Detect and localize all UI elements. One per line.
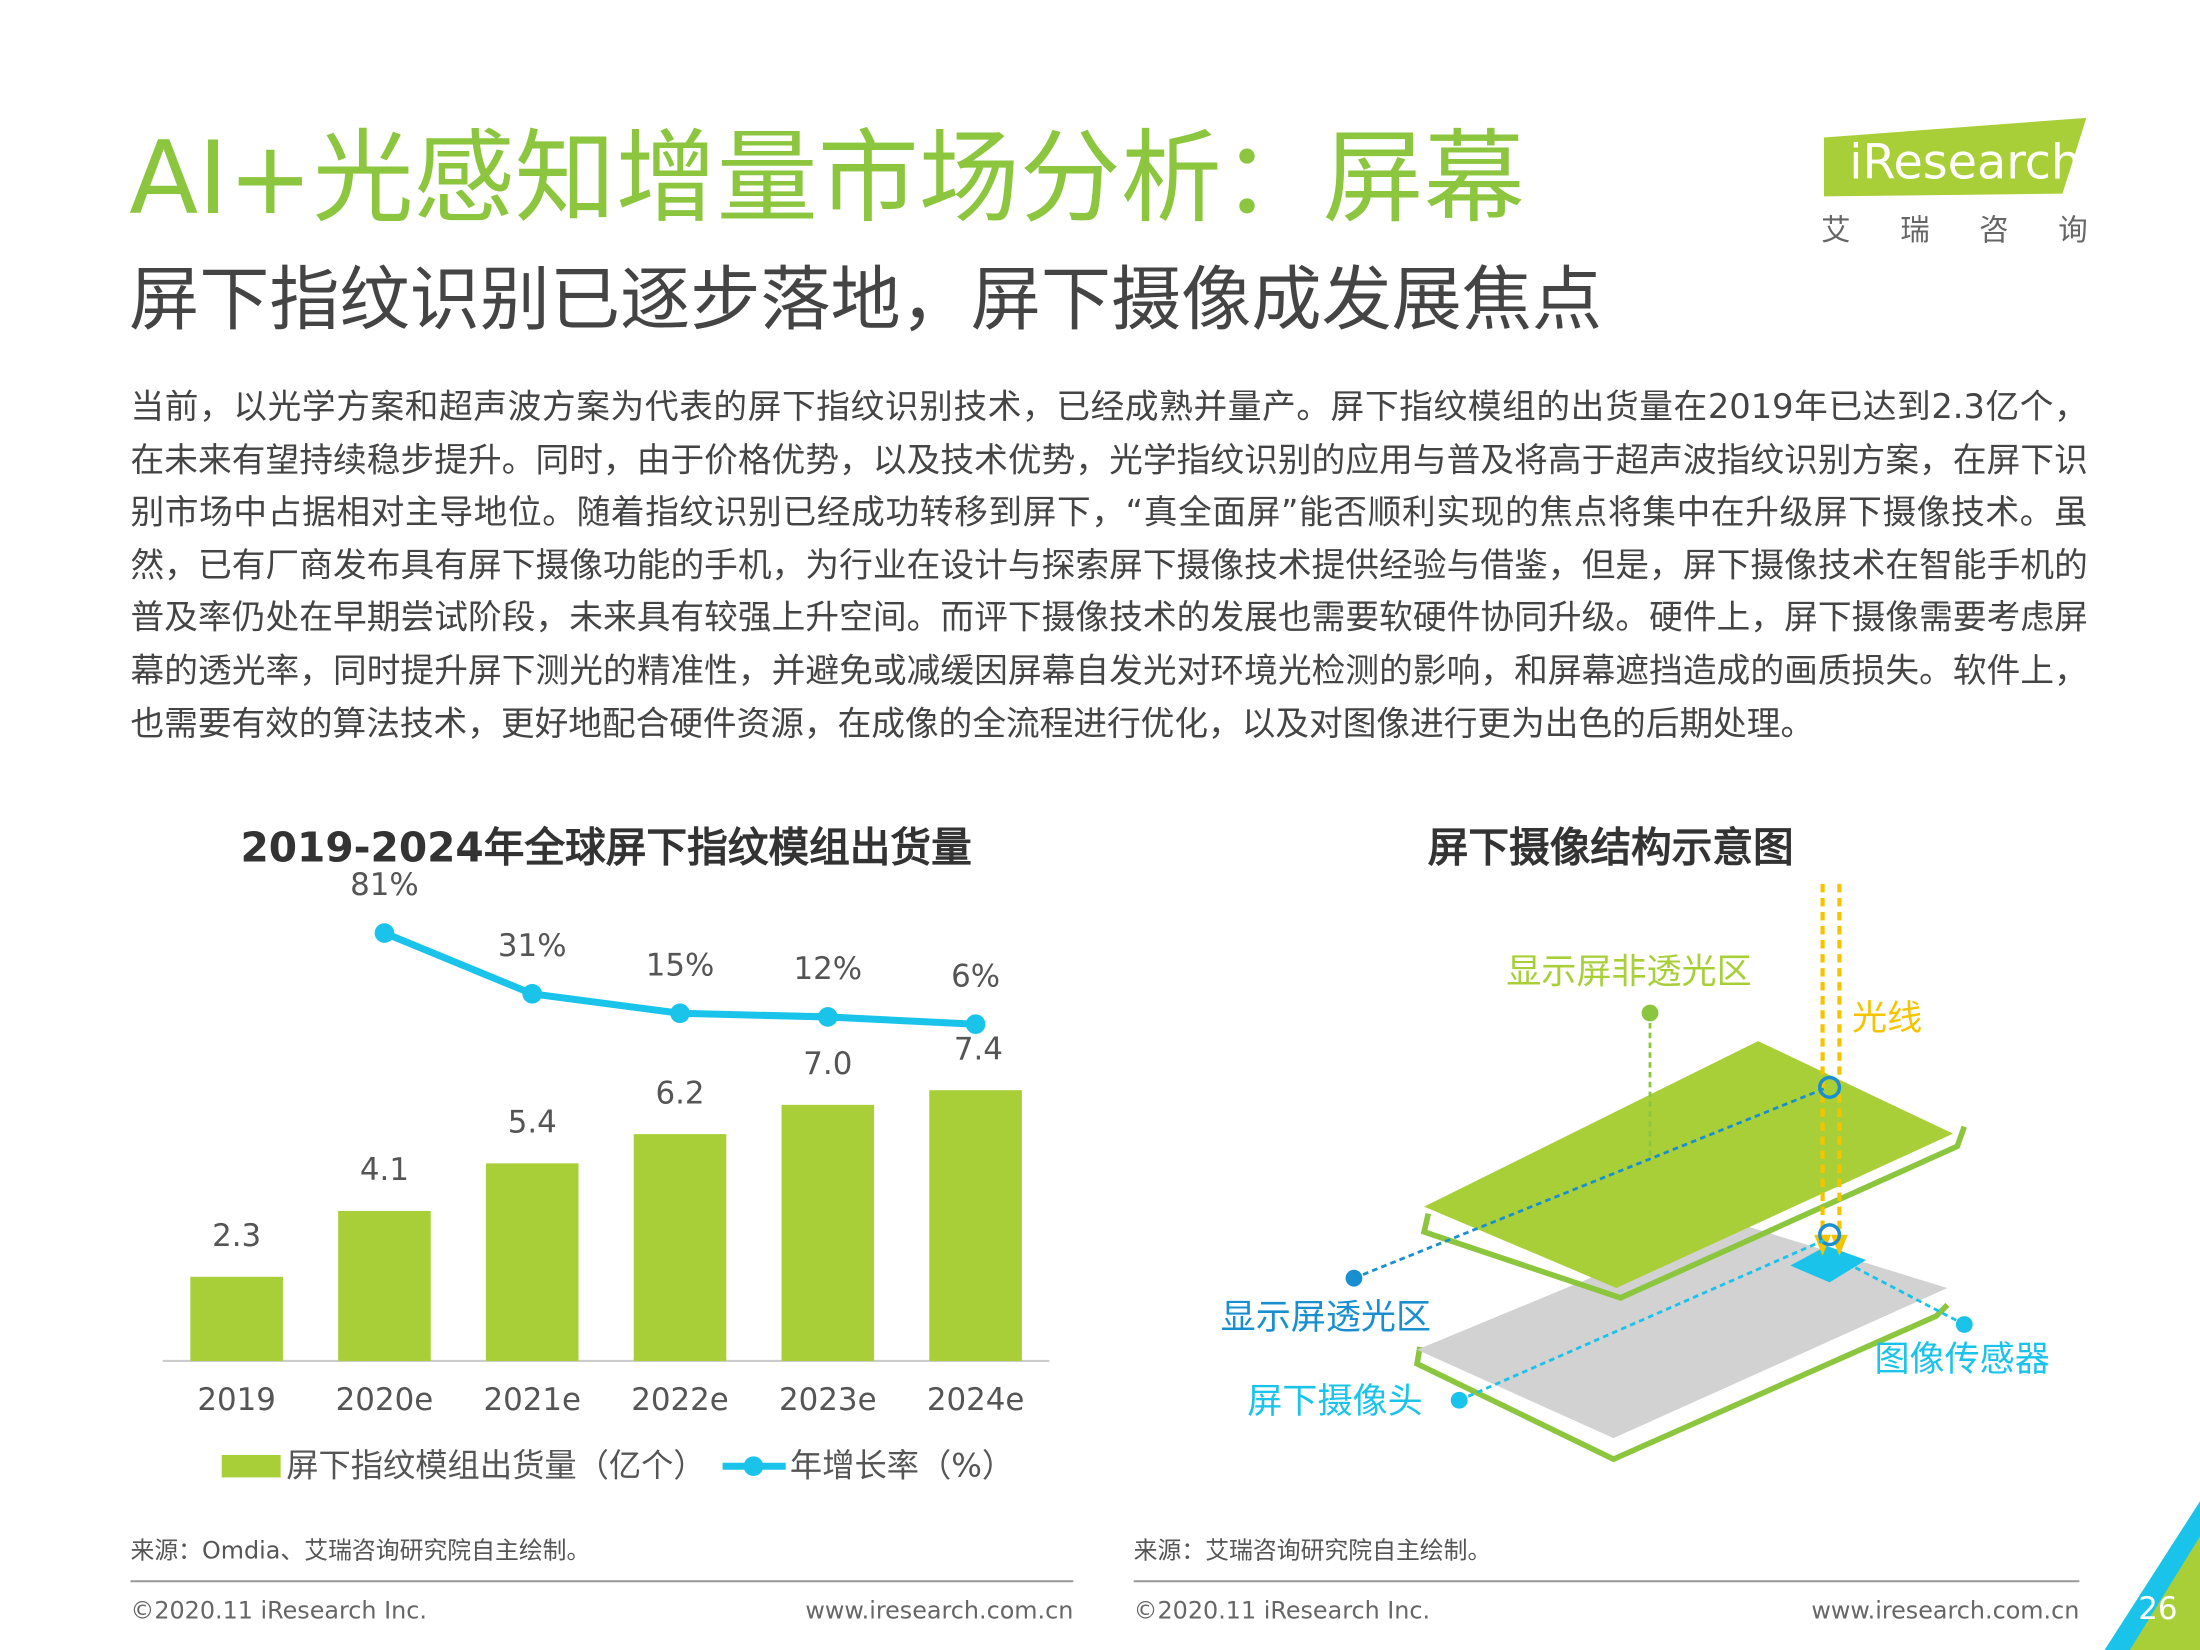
url: www.iresearch.com.cn [1811,1597,2079,1625]
bar [338,1210,431,1361]
diagram [1345,883,1973,1463]
bar-value-label: 2.3 [212,1218,261,1254]
bar-value-label: 4.1 [360,1152,409,1188]
bar-value-label: 7.4 [954,1031,1003,1067]
bar-value-label: 7.0 [803,1046,852,1082]
legend-label: 屏下指纹模组出货量（亿个） [286,1447,705,1485]
line-point [965,1014,986,1035]
x-tick-label: 2020e [336,1382,434,1418]
bar [485,1163,579,1361]
label-transparent: 显示屏透光区 [1221,1297,1431,1338]
copyright: ©2020.11 iResearch Inc. [1134,1597,1430,1625]
x-tick-label: 2019 [197,1382,276,1418]
legend-label: 年增长率（%） [790,1447,1014,1485]
chart-title: 2019-2024年全球屏下指纹模组出货量 [240,823,971,871]
page-title: AI+光感知增量市场分析：屏幕 [129,119,1525,237]
line-point [670,1003,690,1024]
line-value-label: 31% [498,928,567,964]
line-point [522,984,543,1004]
bar [781,1104,875,1361]
source: 来源：艾瑞咨询研究院自主绘制。 [1134,1536,1492,1564]
x-tick-label: 2021e [483,1382,581,1418]
logo-sub: 艾 瑞 咨 询 [1821,213,2088,247]
source: 来源：Omdia、艾瑞咨询研究院自主绘制。 [130,1536,590,1564]
label-opaque: 显示屏非透光区 [1506,952,1751,993]
page-number: 26 [2138,1591,2177,1627]
label-camera: 屏下摄像头 [1247,1381,1422,1422]
body-text: 当前，以光学方案和超声波方案为代表的屏下指纹识别技术，已经成熟并量产。屏下指纹模… [130,387,2088,744]
line-value-label: 15% [646,947,715,983]
logo-bg [1823,117,2087,197]
legend-swatch [743,1456,764,1477]
legend-swatch [221,1454,281,1478]
bar-value-label: 6.2 [655,1075,704,1111]
page-subtitle: 屏下指纹识别已逐步落地，屏下摄像成发展焦点 [129,258,1602,340]
x-tick-label: 2024e [927,1382,1025,1418]
label-sensor: 图像传感器 [1874,1339,2049,1380]
url: www.iresearch.com.cn [805,1597,1073,1625]
copyright: ©2020.11 iResearch Inc. [130,1597,426,1625]
line-point [374,923,395,943]
line-value-label: 81% [350,867,419,903]
bar-value-label: 5.4 [508,1105,557,1141]
line-point [817,1007,838,1027]
bar [929,1090,1022,1361]
bar [190,1276,283,1361]
diagram-title: 屏下摄像结构示意图 [1428,823,1794,871]
line-value-label: 12% [794,951,863,987]
x-tick-label: 2023e [779,1382,877,1418]
bar [633,1134,727,1361]
label-light: 光线 [1852,998,1922,1039]
logo: iResearch [1849,136,2081,191]
x-tick-label: 2022e [631,1382,729,1418]
line-value-label: 6% [951,958,1000,994]
